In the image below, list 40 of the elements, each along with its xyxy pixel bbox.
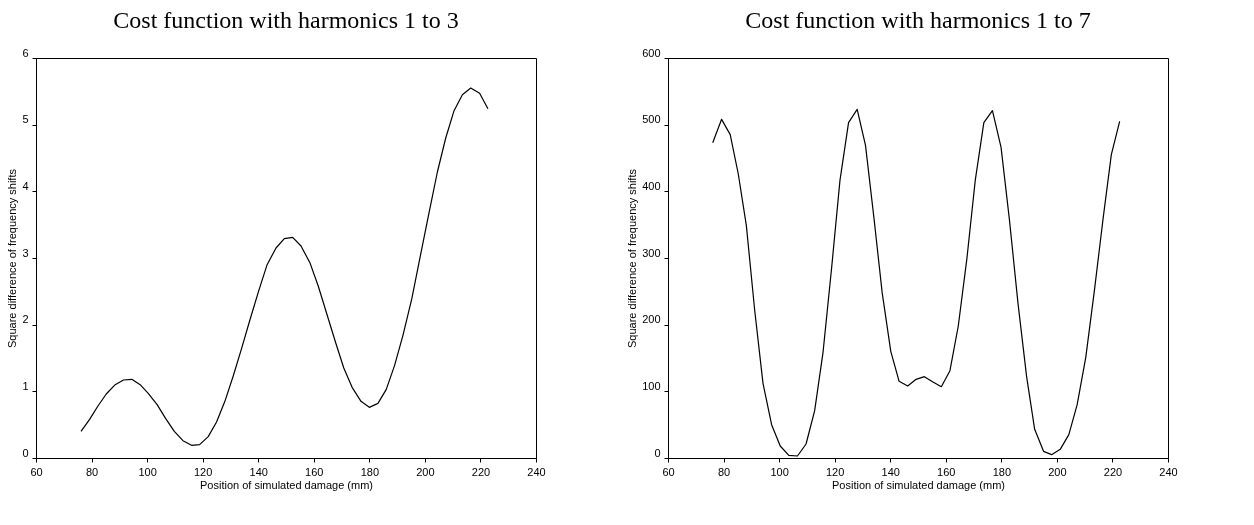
x-tick-label: 140 [881,465,900,478]
x-tick-label: 240 [527,465,546,478]
y-tick-label: 0 [22,446,29,459]
y-axis-title: Square difference of frequency shifts [6,168,19,348]
x-axis-title: Position of simulated damage (mm) [831,478,1006,491]
y-tick-label: 5 [22,113,29,126]
y-tick-label: 3 [22,246,29,259]
x-tick-label: 140 [249,465,268,478]
x-tick-label: 220 [1103,465,1123,478]
x-tick-label: 100 [138,465,157,478]
x-tick-label: 180 [360,465,380,478]
x-tick-label: 160 [937,465,956,478]
y-tick-label: 400 [642,179,661,192]
x-tick-label: 80 [85,465,99,478]
x-tick-label: 60 [30,465,43,478]
y-tick-label: 600 [642,46,661,59]
y-tick-label: 200 [642,313,661,326]
x-tick-label: 120 [193,465,213,478]
y-tick-label: 1 [22,379,29,392]
chart-title: Cost function with harmonics 1 to 7 [745,7,1091,33]
x-tick-label: 200 [1048,465,1067,478]
y-tick-label: 0 [654,446,661,459]
x-tick-label: 200 [416,465,435,478]
x-axis-title: Position of simulated damage (mm) [199,478,374,491]
y-tick-label: 100 [642,379,661,392]
y-tick-label: 6 [22,46,29,59]
chart-title: Cost function with harmonics 1 to 3 [113,7,459,33]
y-tick-label: 300 [642,246,661,259]
x-tick-label: 120 [825,465,845,478]
x-tick-label: 100 [770,465,789,478]
x-tick-label: 160 [305,465,324,478]
x-tick-label: 240 [1159,465,1178,478]
x-tick-label: 80 [717,465,731,478]
y-tick-label: 4 [22,179,29,192]
x-tick-label: 220 [471,465,491,478]
y-axis-title: Square difference of frequency shifts [626,168,639,348]
x-tick-label: 180 [992,465,1012,478]
y-tick-label: 500 [642,113,661,126]
x-tick-label: 60 [662,465,675,478]
y-tick-label: 2 [22,313,29,326]
